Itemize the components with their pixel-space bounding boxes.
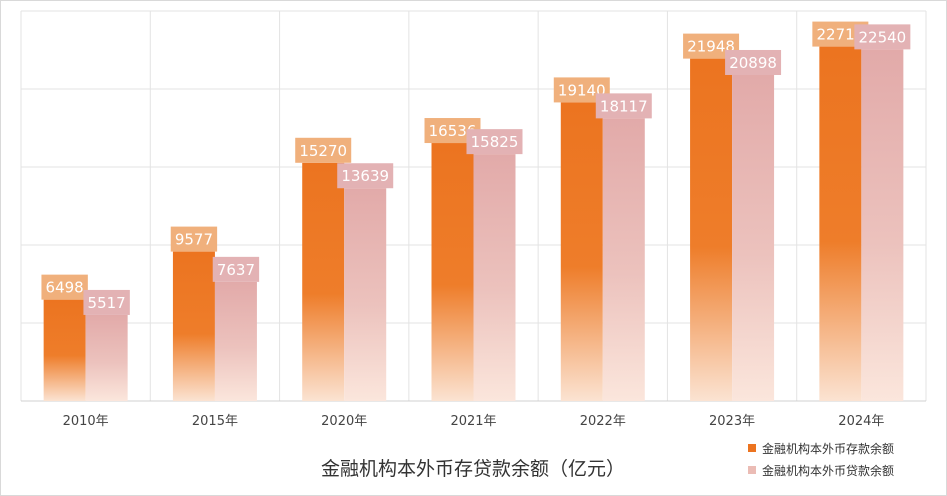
bar-deposit bbox=[819, 46, 862, 402]
bar-loan bbox=[602, 118, 645, 401]
legend: 金融机构本外币存款余额 金融机构本外币贷款余额 bbox=[748, 441, 894, 478]
x-tick-label: 2020年 bbox=[321, 414, 367, 429]
data-label-deposit: 9577 bbox=[175, 231, 213, 249]
legend-swatch-loan bbox=[748, 466, 756, 474]
data-label-box bbox=[337, 163, 394, 189]
data-label-deposit: 22719 bbox=[816, 26, 864, 44]
bars bbox=[43, 46, 904, 402]
gridlines bbox=[20, 10, 927, 402]
data-label-deposit: 19140 bbox=[558, 81, 606, 99]
data-label-box bbox=[83, 289, 130, 315]
bar-loan bbox=[214, 281, 257, 401]
data-label-box bbox=[212, 256, 260, 282]
data-label-loan: 18117 bbox=[600, 97, 648, 115]
data-label-box bbox=[725, 49, 782, 75]
bar-deposit bbox=[431, 143, 474, 402]
bar-loan bbox=[473, 154, 516, 401]
chart-title: 金融机构本外币存贷款余额（亿元） bbox=[321, 458, 625, 480]
data-label-box bbox=[41, 274, 88, 300]
bar-deposit bbox=[302, 162, 345, 401]
x-tick-label: 2021年 bbox=[450, 414, 496, 429]
data-label-box bbox=[170, 226, 218, 252]
data-label-box bbox=[295, 137, 352, 163]
data-label-loan: 22540 bbox=[858, 28, 906, 46]
data-label-loan: 20898 bbox=[729, 54, 777, 72]
data-label-box bbox=[466, 129, 523, 155]
data-label-deposit: 15270 bbox=[299, 142, 347, 160]
data-label-box bbox=[595, 93, 652, 119]
bar-deposit bbox=[43, 299, 86, 401]
x-tick-label: 2023年 bbox=[709, 414, 755, 429]
data-label-box bbox=[854, 24, 911, 50]
data-label-loan: 7637 bbox=[217, 261, 255, 279]
x-axis-ticks: 2010年 2015年 2020年 2021年 2022年 2023年 2024年 bbox=[63, 414, 885, 429]
bar-loan bbox=[732, 74, 775, 401]
x-tick-label: 2022年 bbox=[580, 414, 626, 429]
bar-loan bbox=[344, 188, 387, 401]
data-label-loan: 13639 bbox=[341, 167, 389, 185]
x-tick-label: 2024年 bbox=[838, 414, 884, 429]
bar-deposit bbox=[560, 102, 603, 401]
bar-deposit bbox=[172, 251, 215, 401]
legend-label-loan: 金融机构本外币贷款余额 bbox=[762, 463, 894, 478]
data-label-loan: 5517 bbox=[88, 294, 126, 312]
data-label-deposit: 21948 bbox=[687, 38, 735, 56]
data-label-deposit: 16536 bbox=[429, 122, 477, 140]
bar-loan bbox=[861, 49, 904, 401]
data-label-deposit: 6498 bbox=[46, 279, 84, 297]
bar-loan bbox=[85, 314, 128, 401]
data-label-loan: 15825 bbox=[471, 133, 519, 151]
x-tick-label: 2010年 bbox=[63, 414, 109, 429]
legend-label-deposit: 金融机构本外币存款余额 bbox=[762, 441, 894, 456]
bar-deposit bbox=[690, 58, 733, 401]
legend-swatch-deposit bbox=[748, 444, 756, 452]
x-tick-label: 2015年 bbox=[192, 414, 238, 429]
